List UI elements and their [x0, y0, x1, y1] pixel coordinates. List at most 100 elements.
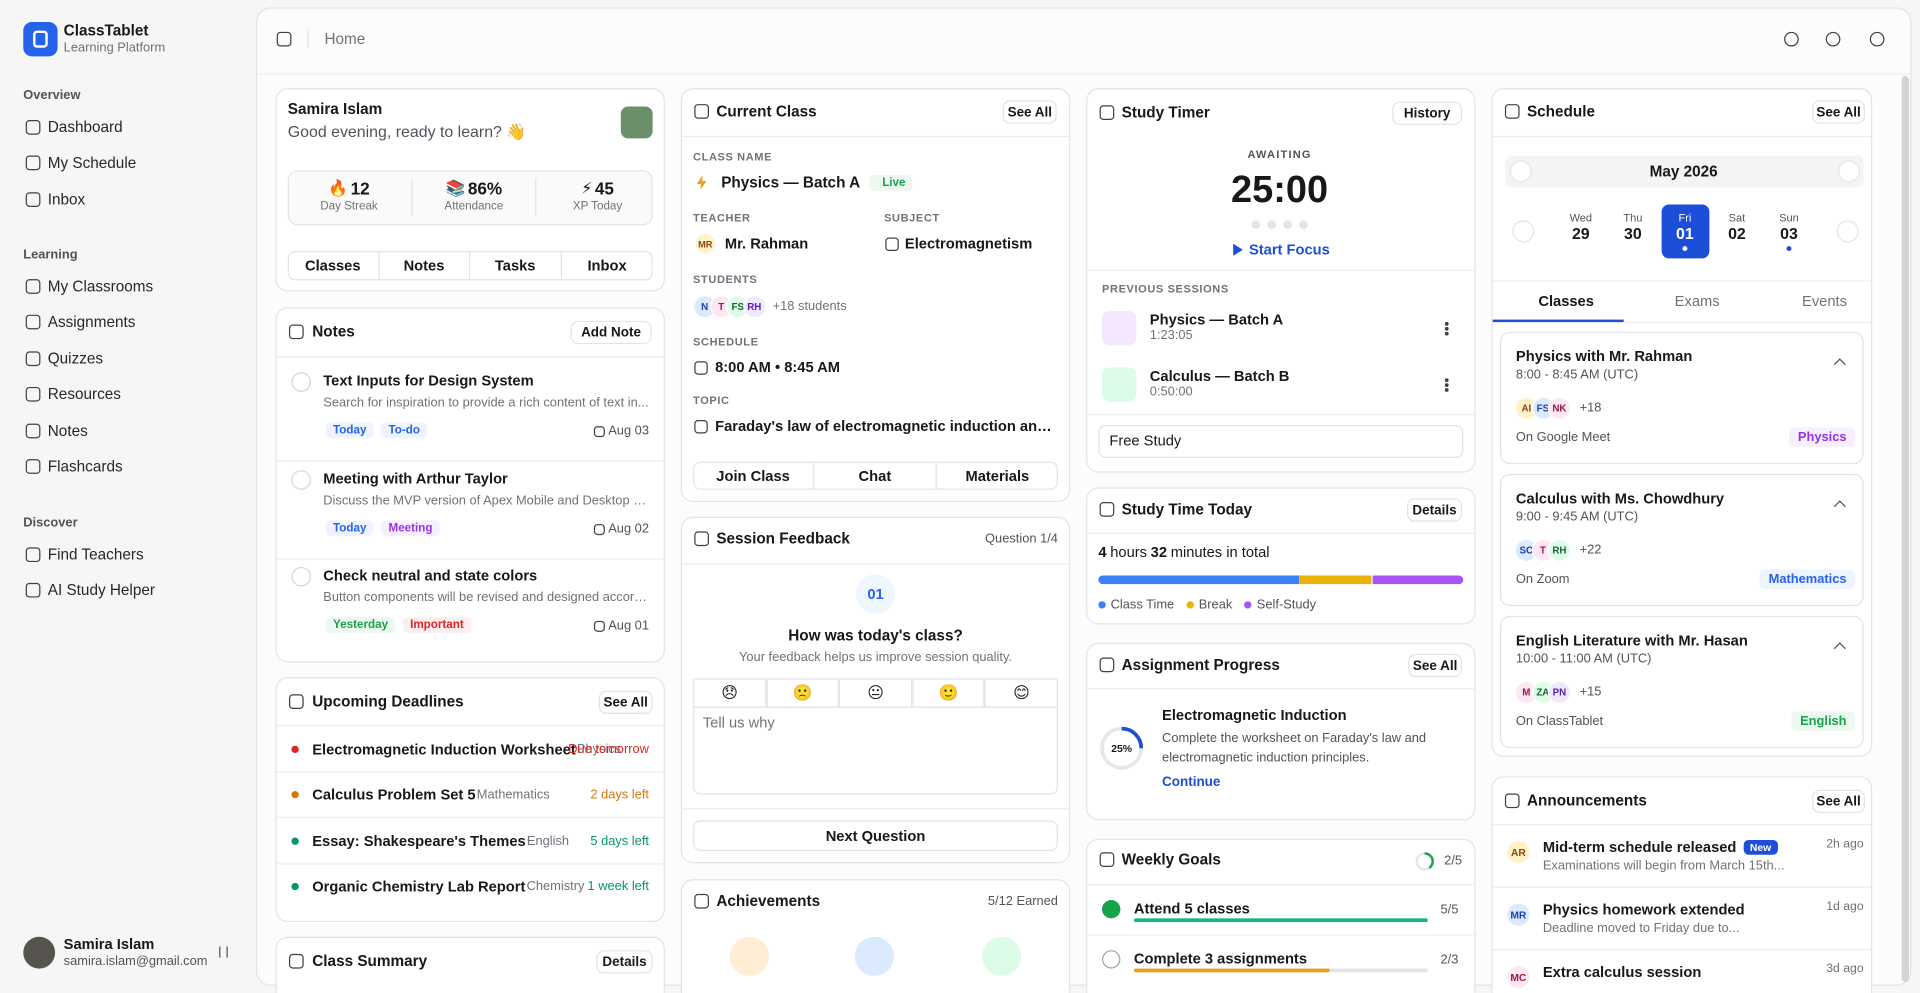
divider	[1492, 322, 1872, 324]
button[interactable]: 🙁	[766, 678, 840, 708]
button[interactable]: Materials	[965, 467, 1030, 485]
icon	[25, 387, 41, 402]
nav-item[interactable]: Quizzes	[47, 349, 104, 368]
deadline: Essay: Shakespeare's Themes English	[312, 830, 569, 852]
assignment-description: Complete the worksheet on Faraday's law …	[1162, 731, 1427, 766]
weekday: Sat	[1728, 211, 1746, 225]
nav-button[interactable]	[1836, 220, 1859, 243]
announcement-title: Physics homework extended	[1542, 901, 1745, 919]
play	[1233, 243, 1243, 256]
icon	[694, 104, 709, 119]
field-label: CLASS NAME	[693, 150, 773, 163]
stat-divider	[535, 178, 537, 217]
card-title: Class Summary	[312, 952, 428, 970]
icon	[288, 953, 304, 969]
card	[1086, 88, 1476, 473]
icon	[1504, 793, 1520, 809]
start-focus[interactable]: Start Focus	[1248, 241, 1330, 259]
button[interactable]: See All	[1002, 100, 1057, 124]
tag: Live	[869, 174, 913, 191]
button[interactable]: Details	[596, 950, 653, 974]
tab[interactable]: Classes	[1538, 292, 1594, 310]
nav-item[interactable]: Find Teachers	[47, 546, 144, 564]
question-step: Question 1/4	[985, 531, 1058, 547]
icon	[25, 315, 41, 330]
class-title: Calculus with Ms. Chowdhury	[1515, 489, 1725, 507]
tab[interactable]: Events	[1802, 292, 1847, 310]
card-title: Current Class	[716, 102, 817, 120]
field-label: PREVIOUS SESSIONS	[1102, 282, 1229, 296]
button[interactable]: 😐	[839, 678, 912, 708]
note-text: Button components will be revised and de…	[323, 590, 649, 605]
avatar: RH	[742, 294, 766, 318]
button[interactable]: 🙂	[911, 678, 985, 708]
badge-icon	[982, 936, 1022, 976]
button[interactable]: See All	[1812, 100, 1865, 124]
stat-value: 86%	[467, 178, 503, 199]
icon	[1099, 657, 1115, 673]
button[interactable]: See All	[1408, 653, 1463, 678]
divider	[1492, 280, 1872, 282]
kebab-dot	[1444, 383, 1448, 387]
class-platform: On ClassTablet	[1515, 713, 1604, 729]
class-name: Physics — Batch A Live	[721, 171, 913, 193]
class-title: English Literature with Mr. Hasan	[1515, 631, 1748, 649]
nav-button[interactable]	[1509, 160, 1532, 183]
status-dot	[291, 882, 299, 891]
nav-item[interactable]: Dashboard	[47, 118, 123, 136]
field-label: SCHEDULE	[693, 335, 759, 348]
button[interactable]: Notes	[379, 251, 471, 281]
button[interactable]: Chat	[814, 461, 937, 490]
nav-button[interactable]	[1512, 220, 1535, 243]
nav-item[interactable]: My Classrooms	[47, 277, 154, 296]
button[interactable]: Add Note	[570, 320, 652, 345]
tab[interactable]: Exams	[1674, 292, 1720, 310]
nav-item[interactable]: Assignments	[47, 313, 136, 332]
continue-link[interactable]: Continue	[1162, 775, 1221, 790]
note-tags: Yesterday Important	[325, 613, 472, 635]
divider	[1087, 934, 1475, 936]
nav-item[interactable]: Notes	[47, 421, 88, 440]
button[interactable]: Next Question	[693, 820, 1058, 852]
nav-item[interactable]: Inbox	[47, 190, 86, 208]
deadline: Calculus Problem Set 5 Mathematics	[312, 784, 549, 806]
icon	[25, 191, 41, 207]
teacher: Mr. Rahman	[724, 235, 809, 253]
day: 03	[1780, 224, 1798, 243]
timer-dot	[1267, 220, 1276, 229]
icon	[25, 423, 41, 438]
checkbox	[291, 566, 312, 587]
nav-item[interactable]: My Schedule	[47, 154, 137, 172]
button[interactable]: Join Class	[693, 461, 815, 490]
icon	[1869, 31, 1885, 47]
button[interactable]: See All	[1812, 789, 1865, 814]
button[interactable]: Tasks	[470, 251, 562, 281]
day: 29	[1571, 224, 1590, 243]
textarea[interactable]	[693, 706, 1058, 795]
button[interactable]: See All	[598, 690, 653, 714]
button[interactable]: 😞	[693, 678, 767, 708]
button[interactable]: History	[1392, 101, 1463, 125]
nav-item[interactable]: AI Study Helper	[47, 582, 155, 600]
legend-item: Self-Study	[1244, 598, 1316, 612]
select[interactable]	[1098, 424, 1464, 458]
button[interactable]: Inbox	[587, 257, 627, 275]
class-title: Physics with Mr. Rahman	[1515, 347, 1693, 365]
button[interactable]: 😊	[984, 678, 1058, 708]
deadline-due: 1 week left	[587, 879, 649, 894]
nav-item[interactable]: Flashcards	[47, 457, 123, 476]
divider	[276, 863, 664, 865]
stat-label: XP Today	[572, 199, 623, 214]
checkbox	[291, 470, 312, 490]
nav-item[interactable]: Resources	[47, 385, 121, 404]
button[interactable]: Classes	[288, 251, 379, 281]
class-tag: English	[1690, 710, 1856, 732]
progress-ring	[1100, 726, 1144, 770]
button[interactable]: Details	[1406, 498, 1463, 522]
icon	[25, 547, 41, 563]
time-segment	[1098, 575, 1300, 585]
chevron	[219, 946, 228, 958]
select-value: Free Study	[1109, 432, 1182, 450]
nav-button[interactable]	[1837, 160, 1860, 183]
logo-glyph	[33, 30, 48, 48]
